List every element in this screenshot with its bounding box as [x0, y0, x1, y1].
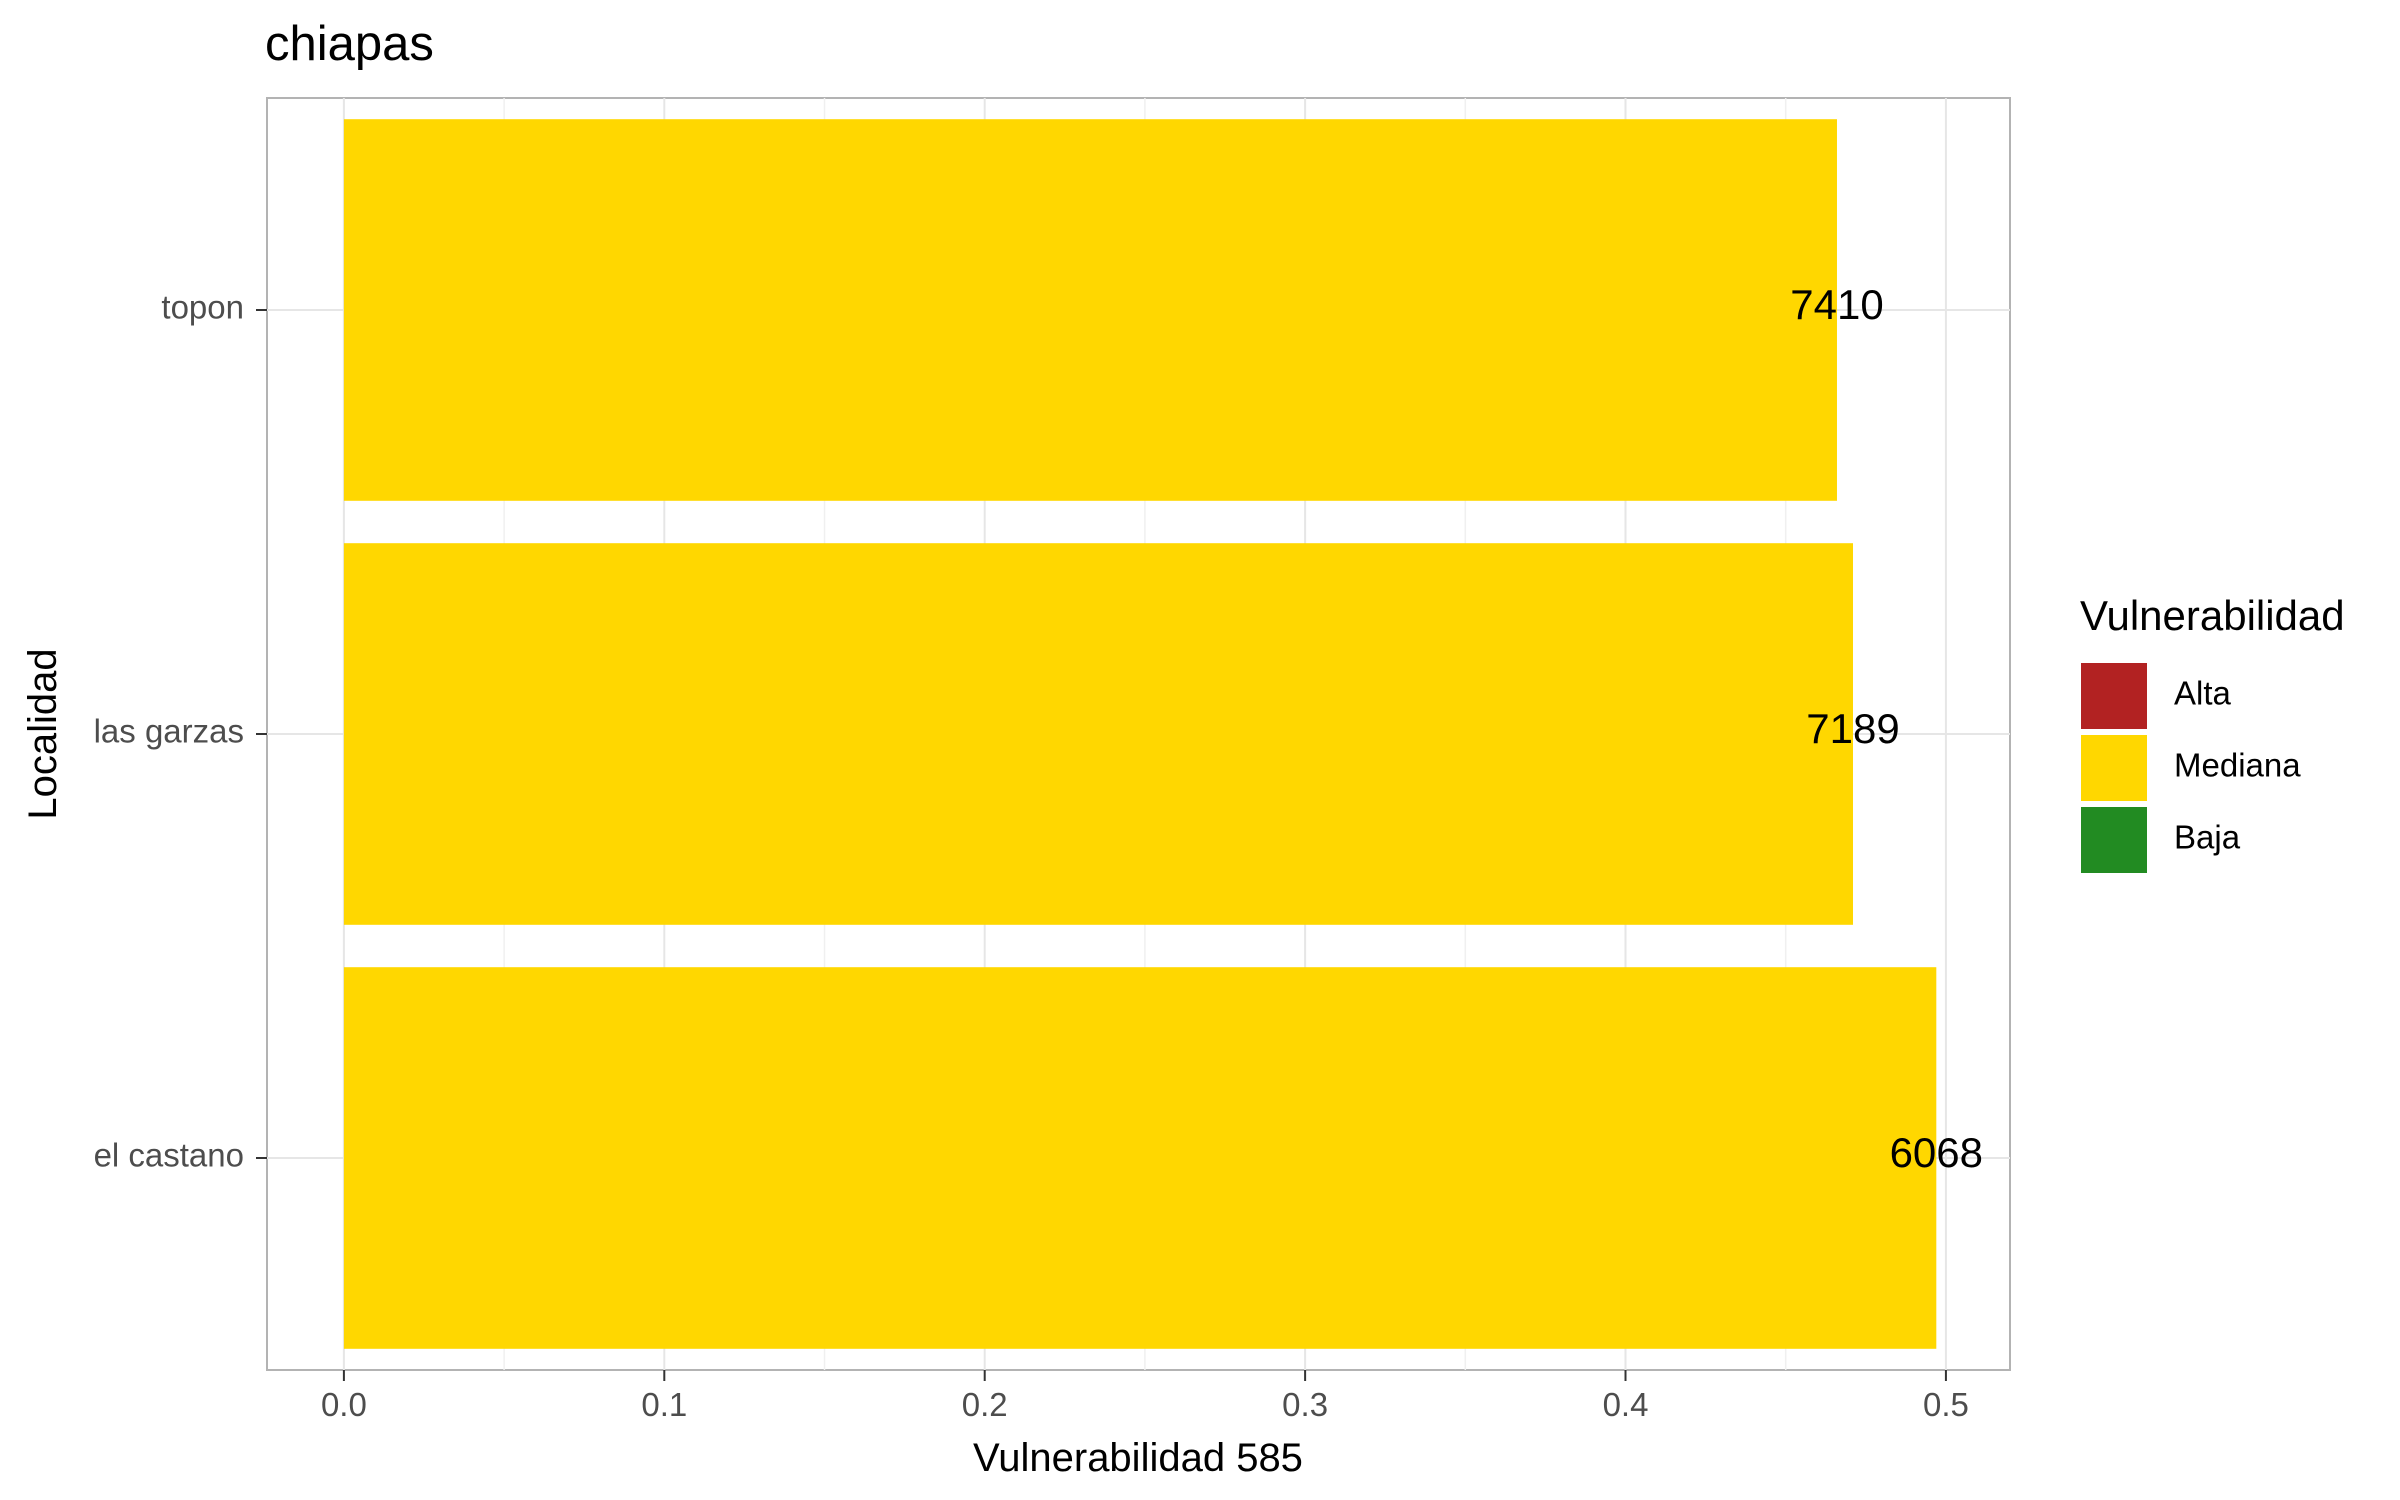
x-axis: 0.0 0.1 0.2 0.3 0.4 0.5	[321, 1370, 1969, 1423]
data-labels: 7410 7189 6068	[1790, 281, 1983, 1176]
bar-topon	[343, 119, 1837, 501]
y-axis: topon las garzas el castano	[94, 289, 267, 1174]
x-tick-label: 0.0	[321, 1386, 367, 1423]
bar-el-castano	[343, 967, 1937, 1349]
x-tick-label: 0.4	[1603, 1386, 1649, 1423]
y-tick-label: las garzas	[94, 713, 244, 750]
y-tick-label: topon	[161, 289, 244, 326]
legend-label-mediana: Mediana	[2174, 747, 2301, 784]
data-label: 7189	[1806, 705, 1899, 752]
x-tick-label: 0.2	[962, 1386, 1008, 1423]
y-tick-label: el castano	[94, 1137, 244, 1174]
legend-label-alta: Alta	[2174, 675, 2232, 712]
data-label: 6068	[1890, 1129, 1983, 1176]
legend-key-baja	[2079, 805, 2149, 875]
x-tick-label: 0.3	[1282, 1386, 1328, 1423]
data-label: 7410	[1790, 281, 1883, 328]
bar-las-garzas	[343, 543, 1854, 925]
legend-key-alta	[2079, 661, 2149, 731]
legend-title: Vulnerabilidad	[2080, 592, 2345, 639]
chart-title: chiapas	[265, 17, 434, 71]
bars	[343, 119, 1937, 1349]
x-axis-title: Vulnerabilidad 585	[973, 1436, 1303, 1480]
y-axis-title: Localidad	[21, 648, 65, 819]
legend: Vulnerabilidad Alta Mediana Baja	[2079, 592, 2345, 875]
x-tick-label: 0.5	[1923, 1386, 1969, 1423]
legend-key-mediana	[2079, 733, 2149, 803]
legend-label-baja: Baja	[2174, 819, 2241, 856]
x-tick-label: 0.1	[641, 1386, 687, 1423]
